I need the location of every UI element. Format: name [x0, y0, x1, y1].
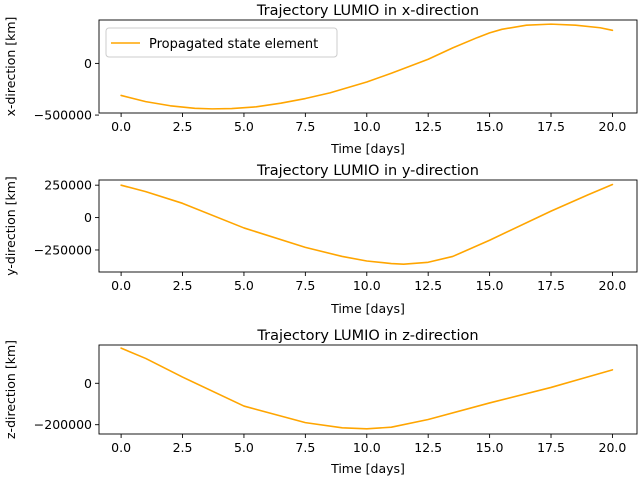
x-tick-label: 20.0: [599, 278, 627, 293]
axes-frame: [98, 344, 638, 435]
chart-title: Trajectory LUMIO in x-direction: [256, 3, 479, 19]
x-tick-label: 20.0: [599, 119, 627, 134]
y-axis-label: x-direction [km]: [3, 17, 18, 117]
x-tick-label: 17.5: [537, 440, 565, 455]
x-tick-label: 15.0: [476, 278, 504, 293]
panel-y-direction: Trajectory LUMIO in y-direction 0.0 2.5 5.0…: [3, 163, 638, 316]
y-tick-label: −200000: [34, 417, 92, 432]
legend-box: [105, 27, 338, 58]
x-tick-label: 0.0: [111, 440, 131, 455]
x-tick-label: 20.0: [599, 440, 627, 455]
x-tick-label: 12.5: [414, 440, 442, 455]
x-axis-label: Time [days]: [330, 141, 405, 156]
x-tick-label: 5.0: [234, 440, 254, 455]
x-tick-label: 17.5: [537, 278, 565, 293]
y-tick-label: 0: [84, 376, 92, 391]
x-tick-label: 15.0: [476, 440, 504, 455]
x-tick-label: 10.0: [353, 440, 381, 455]
series-line-propagated-state-element: [120, 183, 614, 266]
panel-x-direction: Trajectory LUMIO in x-direction 0.0 2.5 5.0…: [3, 3, 638, 156]
y-tick-label: 250000: [44, 178, 92, 193]
x-tick-label: 17.5: [537, 119, 565, 134]
x-axis-label: Time [days]: [330, 301, 405, 316]
x-tick-label: 15.0: [476, 119, 504, 134]
x-tick-label: 7.5: [295, 278, 315, 293]
x-tick-label: 5.0: [234, 119, 254, 134]
y-tick-label: 0: [84, 210, 92, 225]
y-tick-label: 0: [84, 56, 92, 71]
chart-title: Trajectory LUMIO in z-direction: [256, 328, 478, 344]
x-tick-label: 7.5: [295, 440, 315, 455]
x-axis-label: Time [days]: [330, 461, 405, 476]
chart-title: Trajectory LUMIO in y-direction: [256, 163, 479, 179]
x-tick-label: 10.0: [353, 278, 381, 293]
legend-entry-label: Propagated state element: [149, 37, 318, 52]
x-tick-label: 7.5: [295, 119, 315, 134]
x-tick-label: 5.0: [234, 278, 254, 293]
x-tick-label: 12.5: [414, 278, 442, 293]
x-tick-label: 2.5: [173, 440, 193, 455]
y-tick-label: −500000: [34, 108, 92, 123]
x-tick-label: 0.0: [111, 119, 131, 134]
axes-frame: [98, 179, 638, 273]
x-tick-label: 0.0: [111, 278, 131, 293]
x-tick-label: 12.5: [414, 119, 442, 134]
panel-z-direction: Trajectory LUMIO in z-direction 0.0 2.5 5.0…: [3, 328, 638, 476]
legend: Propagated state element: [105, 27, 338, 58]
x-tick-label: 2.5: [173, 119, 193, 134]
y-axis-label: y-direction [km]: [3, 176, 18, 276]
y-tick-label: −250000: [34, 242, 92, 257]
series-line-propagated-state-element: [120, 347, 614, 430]
y-axis-label: z-direction [km]: [3, 340, 18, 439]
x-tick-label: 10.0: [353, 119, 381, 134]
x-tick-label: 2.5: [173, 278, 193, 293]
axes-frame: [98, 19, 638, 114]
series-line-propagated-state-element: [120, 23, 614, 110]
